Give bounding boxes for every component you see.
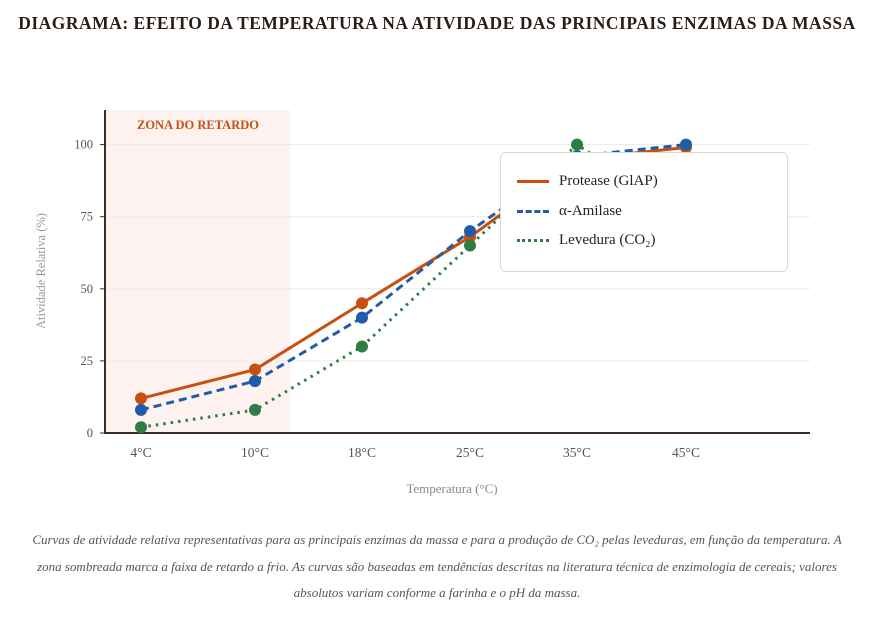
data-point xyxy=(135,403,147,416)
data-point xyxy=(249,403,261,416)
series-line-1 xyxy=(140,143,687,412)
legend: Protease (GlAP) α-Amilase Levedura (CO₂) xyxy=(500,152,788,272)
caption: Curvas de atividade relativa representat… xyxy=(32,532,842,600)
data-point xyxy=(135,392,147,405)
y-tick-label: 75 xyxy=(81,210,94,224)
data-point xyxy=(356,340,368,353)
legend-swatch xyxy=(517,239,549,242)
x-tick-label: 45°C xyxy=(672,445,700,460)
x-tick-label: 10°C xyxy=(241,445,269,460)
x-tick-label: 25°C xyxy=(456,445,484,460)
legend-item-amilase: α-Amilase xyxy=(517,203,622,220)
data-point xyxy=(356,311,368,324)
y-tick-label: 0 xyxy=(87,426,93,440)
legend-label: Levedura (CO₂) xyxy=(559,232,656,248)
data-point xyxy=(249,375,261,388)
retard-zone-label: ZONA DO RETARDO xyxy=(137,118,259,132)
chart-title: DIAGRAMA: EFEITO DA TEMPERATURA NA ATIVI… xyxy=(18,13,856,33)
legend-swatch xyxy=(517,180,549,183)
data-point xyxy=(680,138,692,151)
x-tick-label: 4°C xyxy=(130,445,151,460)
data-point xyxy=(464,239,476,252)
data-point xyxy=(571,138,583,151)
data-point xyxy=(464,225,476,238)
legend-item-protease: Protease (GlAP) xyxy=(517,173,658,190)
legend-swatch xyxy=(517,210,549,213)
legend-label: Protease (GlAP) xyxy=(559,173,658,189)
x-tick-label: 18°C xyxy=(348,445,376,460)
data-point xyxy=(135,421,147,434)
legend-label: α-Amilase xyxy=(559,203,622,219)
data-point xyxy=(356,297,368,310)
data-point xyxy=(249,363,261,376)
y-tick-label: 100 xyxy=(74,138,93,152)
x-axis-label: Temperatura (°C) xyxy=(406,481,497,496)
y-axis-label: Atividade Relativa (%) xyxy=(34,213,48,329)
y-tick-label: 50 xyxy=(81,282,94,296)
line-chart: ZONA DO RETARDO 0 25 50 75 100 4°C 10°C 18°C 25°C… xyxy=(34,110,810,496)
x-tick-label: 35°C xyxy=(563,445,591,460)
legend-item-levedura: Levedura (CO₂) xyxy=(517,232,655,249)
y-tick-label: 25 xyxy=(81,354,94,368)
